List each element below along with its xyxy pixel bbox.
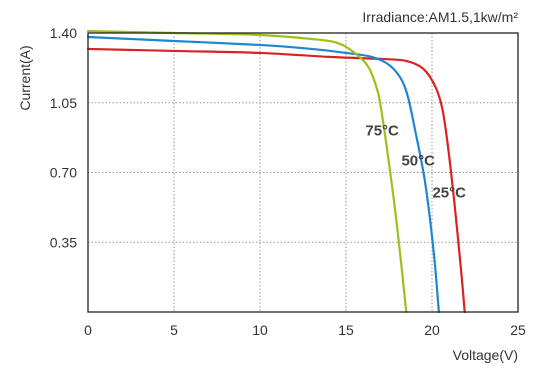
x-tick-labels: 0 5 10 15 20 25	[84, 322, 526, 338]
x-tick-label: 25	[510, 322, 526, 338]
x-tick-label: 0	[84, 322, 92, 338]
series-label-25c: 25°C	[432, 184, 466, 201]
x-tick-label: 20	[424, 322, 440, 338]
y-tick-label: 0.70	[50, 165, 77, 181]
series-line-25c	[86, 47, 466, 314]
series-label-50c: 50°C	[401, 153, 435, 170]
series-line-50c	[86, 35, 440, 314]
x-tick-label: 15	[338, 322, 354, 338]
x-tick-label: 5	[170, 322, 178, 338]
y-axis-label: Current(A)	[17, 45, 33, 110]
x-tick-label: 10	[252, 322, 268, 338]
series-labels: 25°C 50°C75°C	[365, 123, 466, 202]
series-label-75c: 75°C	[365, 123, 399, 140]
x-axis-label: Voltage(V)	[453, 347, 518, 363]
series-curves	[86, 29, 466, 314]
y-tick-label: 1.40	[50, 25, 77, 41]
series-line-75c	[86, 29, 408, 314]
irradiance-annotation: Irradiance:AM1.5,1kw/m²	[362, 9, 518, 25]
plot-frame	[87, 32, 519, 313]
y-tick-labels: 0.35 0.70 1.05 1.40	[50, 25, 77, 250]
y-tick-label: 1.05	[50, 95, 77, 111]
y-tick-label: 0.35	[50, 234, 77, 250]
grid-lines	[88, 33, 518, 312]
